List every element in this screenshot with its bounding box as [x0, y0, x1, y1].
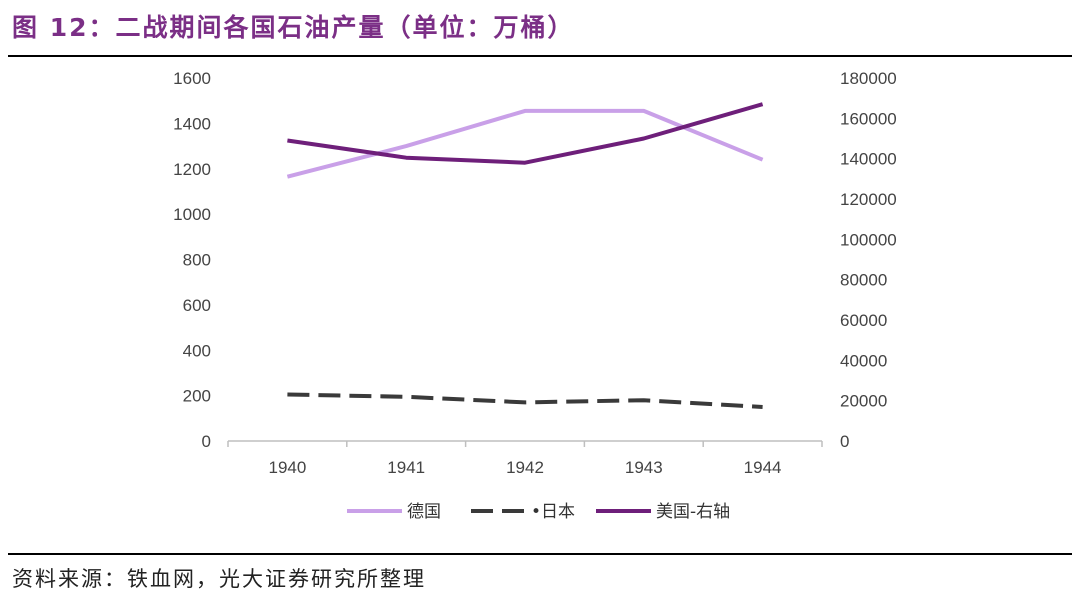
series-line-2 — [287, 392, 763, 409]
chart-series — [286, 102, 764, 409]
y-right-tick-label: 0 — [840, 432, 849, 451]
y-left-tick-label: 400 — [183, 341, 211, 360]
y-left-tick-label: 600 — [183, 296, 211, 315]
x-tick-label: 1940 — [268, 458, 306, 477]
chart-legend: 德国 •日本 美国-右轴 — [347, 502, 730, 522]
y-right-tick-label: 40000 — [840, 351, 887, 370]
y-right-tick-label: 160000 — [840, 109, 897, 128]
y-right-tick-label: 140000 — [840, 150, 897, 169]
chart-title: 图 12：二战期间各国石油产量（单位：万桶） — [12, 13, 575, 42]
series-line-3 — [287, 102, 764, 165]
y-left-tick-label: 1600 — [173, 69, 211, 88]
y-right-tick-label: 20000 — [840, 392, 887, 411]
y-left-tick-label: 1000 — [173, 205, 211, 224]
legend-label-1: 德国 — [407, 502, 441, 522]
chart-axes: 1940 1941 1942 1943 1944 0 200 400 600 800 1000 120… — [173, 69, 897, 477]
legend-label-2: •日本 — [531, 502, 575, 522]
y-left-tick-label: 1400 — [173, 114, 211, 133]
y-right-tick-label: 80000 — [840, 271, 887, 290]
y-left-tick-label: 1200 — [173, 160, 211, 179]
source-note: 资料来源：铁血网，光大证券研究所整理 — [12, 567, 426, 591]
y-right-tick-label: 100000 — [840, 230, 897, 249]
legend-label-3: 美国-右轴 — [656, 502, 730, 522]
y-left-tick-label: 0 — [202, 432, 211, 451]
series-line-1 — [286, 108, 764, 179]
y-right-tick-label: 60000 — [840, 311, 887, 330]
bottom-divider — [8, 553, 1072, 555]
x-tick-label: 1943 — [625, 458, 663, 477]
y-right-tick-label: 180000 — [840, 69, 897, 88]
top-divider — [8, 55, 1072, 57]
x-tick-label: 1942 — [506, 458, 544, 477]
y-left-tick-label: 200 — [183, 387, 211, 406]
y-right-tick-label: 120000 — [840, 190, 897, 209]
x-tick-label: 1944 — [744, 458, 782, 477]
x-tick-label: 1941 — [387, 458, 425, 477]
y-left-tick-label: 800 — [183, 251, 211, 270]
line-chart: 1940 1941 1942 1943 1944 0 200 400 600 800 1000 120… — [173, 69, 897, 522]
